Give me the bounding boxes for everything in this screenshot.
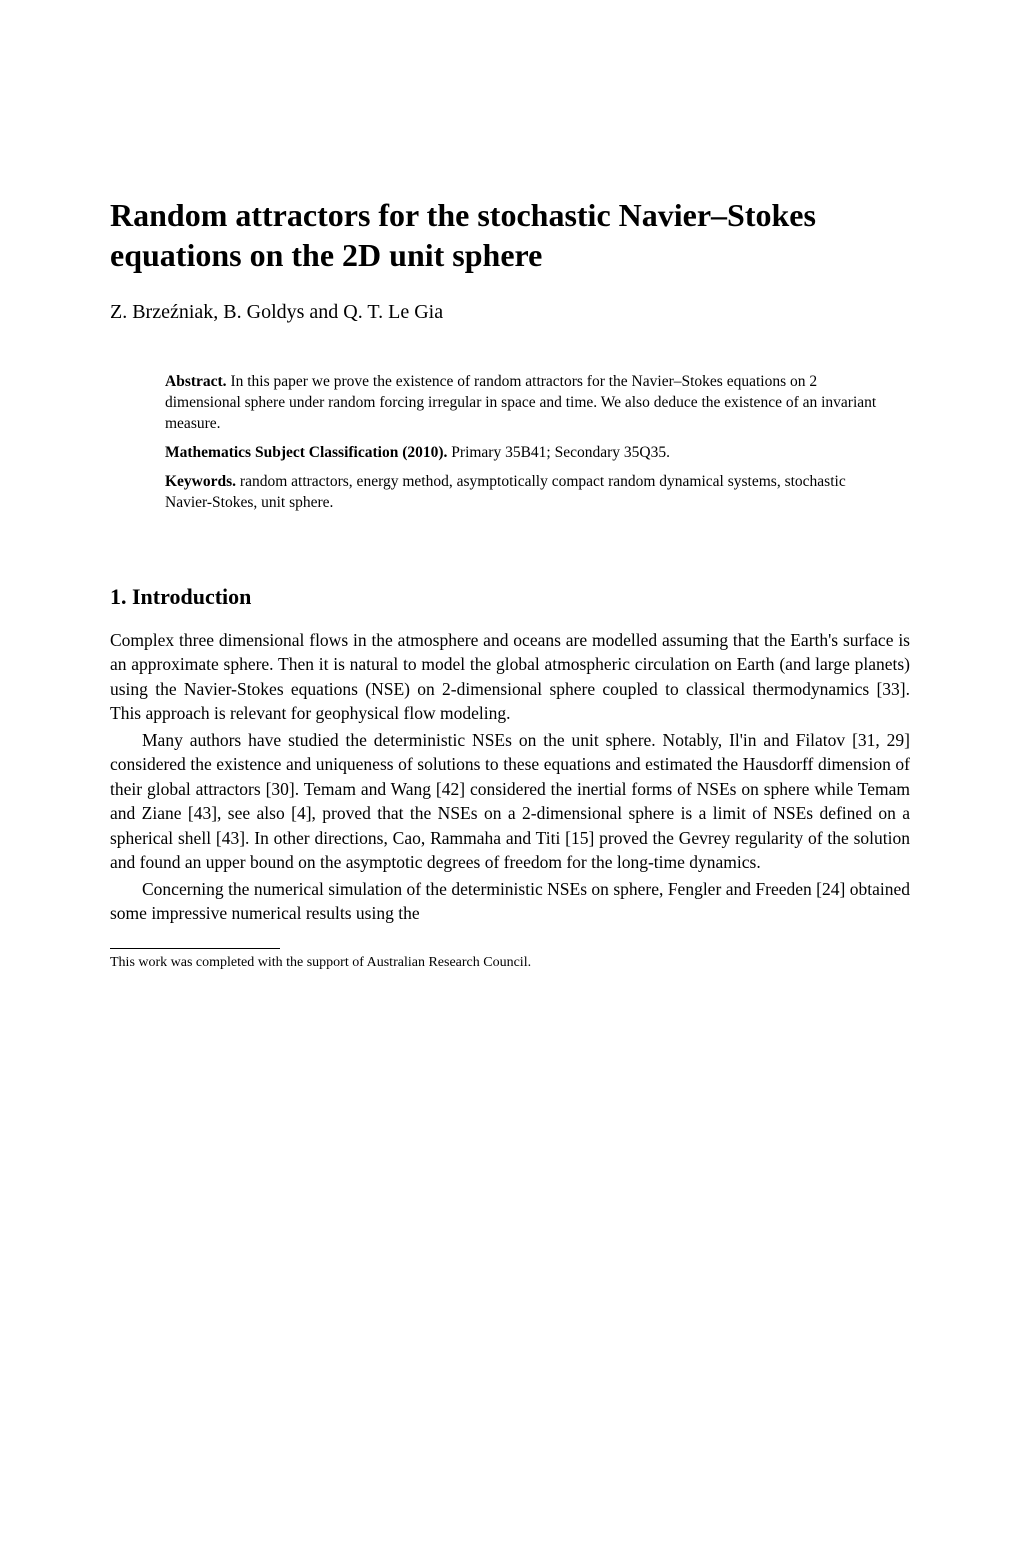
footnote-rule (110, 948, 280, 949)
body-text: Complex three dimensional flows in the a… (110, 628, 910, 926)
paper-title: Random attractors for the stochastic Nav… (110, 195, 910, 275)
msc-label: Mathematics Subject Classification (2010… (165, 444, 447, 461)
body-paragraph-3: Concerning the numerical simulation of t… (110, 877, 910, 926)
section-title: Introduction (132, 584, 251, 609)
keywords-text: random attractors, energy method, asympt… (165, 473, 846, 511)
abstract-text: In this paper we prove the existence of … (165, 373, 876, 432)
msc-paragraph: Mathematics Subject Classification (2010… (165, 443, 880, 464)
paper-authors: Z. Brzeźniak, B. Goldys and Q. T. Le Gia (110, 301, 910, 324)
keywords-paragraph: Keywords. random attractors, energy meth… (165, 472, 880, 514)
body-paragraph-2: Many authors have studied the determinis… (110, 728, 910, 875)
section-heading: 1. Introduction (110, 584, 910, 610)
keywords-label: Keywords. (165, 473, 236, 490)
abstract-paragraph: Abstract. In this paper we prove the exi… (165, 372, 880, 435)
abstract-label: Abstract. (165, 373, 227, 390)
footnote: This work was completed with the support… (110, 955, 910, 971)
msc-text: Primary 35B41; Secondary 35Q35. (451, 444, 670, 461)
body-paragraph-1: Complex three dimensional flows in the a… (110, 628, 910, 726)
section-number: 1. (110, 584, 127, 609)
abstract-block: Abstract. In this paper we prove the exi… (110, 372, 910, 514)
